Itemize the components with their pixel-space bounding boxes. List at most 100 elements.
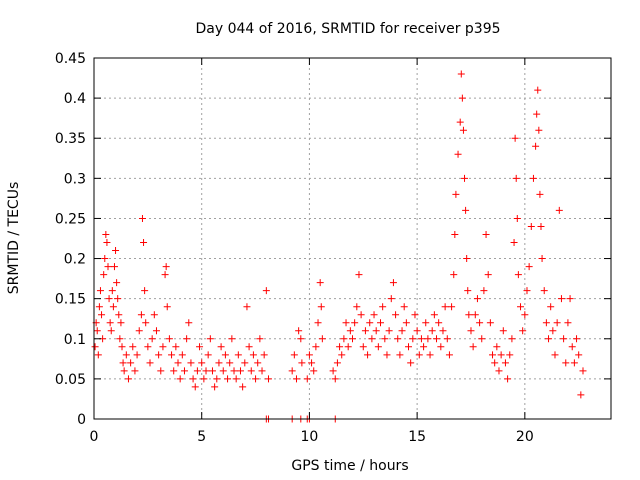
data-point — [196, 343, 204, 351]
data-point — [462, 206, 470, 214]
chart-title: Day 044 of 2016, SRMTID for receiver p39… — [195, 21, 500, 37]
data-point — [573, 335, 581, 343]
data-point — [497, 351, 505, 359]
y-axis-ticks: 0 0.05 0.1 0.15 0.2 0.25 0.3 0.35 0.4 0.45 — [55, 51, 611, 428]
data-point — [351, 319, 359, 327]
data-point — [189, 375, 197, 383]
data-point — [262, 287, 270, 295]
data-point — [211, 383, 219, 391]
data-point — [415, 351, 423, 359]
data-point — [131, 367, 139, 375]
data-point — [366, 319, 374, 327]
data-point — [527, 222, 535, 230]
y-tick-label: 0.15 — [55, 292, 86, 308]
data-point — [533, 110, 541, 118]
data-point — [254, 359, 262, 367]
data-point — [155, 351, 163, 359]
data-point — [457, 70, 465, 78]
data-point — [389, 279, 397, 287]
data-point — [398, 327, 406, 335]
data-point — [409, 335, 417, 343]
data-point — [374, 343, 382, 351]
data-point — [377, 319, 385, 327]
data-point — [117, 319, 125, 327]
data-point — [314, 319, 322, 327]
data-point — [170, 367, 178, 375]
data-point — [159, 343, 167, 351]
data-point — [290, 351, 298, 359]
data-point — [150, 311, 158, 319]
data-point — [570, 359, 578, 367]
data-point — [193, 367, 201, 375]
data-point — [115, 311, 123, 319]
data-point — [564, 319, 572, 327]
data-point — [340, 335, 348, 343]
data-point — [361, 327, 369, 335]
data-point — [469, 343, 477, 351]
data-point — [519, 327, 527, 335]
data-point — [94, 351, 102, 359]
data-point — [372, 327, 380, 335]
y-tick-label: 0.35 — [55, 131, 86, 147]
data-point — [208, 367, 216, 375]
data-point — [163, 303, 171, 311]
data-point — [113, 279, 121, 287]
data-point — [178, 351, 186, 359]
data-point — [230, 367, 238, 375]
data-point — [172, 343, 180, 351]
data-point — [185, 319, 193, 327]
data-point — [493, 343, 501, 351]
data-point — [104, 263, 112, 271]
data-point — [102, 230, 110, 238]
data-point — [478, 335, 486, 343]
y-tick-label: 0.1 — [64, 332, 86, 348]
y-tick-label: 0.25 — [55, 211, 86, 227]
data-point — [148, 335, 156, 343]
data-point — [568, 343, 576, 351]
data-point — [435, 319, 443, 327]
data-point — [152, 327, 160, 335]
data-point — [292, 375, 300, 383]
data-point — [424, 335, 432, 343]
data-point — [174, 359, 182, 367]
data-point — [331, 375, 339, 383]
data-point — [458, 94, 466, 102]
data-point — [575, 351, 583, 359]
data-point — [138, 214, 146, 222]
data-point — [288, 367, 296, 375]
data-point — [305, 351, 313, 359]
data-point — [545, 335, 553, 343]
data-point — [202, 367, 210, 375]
data-point — [542, 319, 550, 327]
grid — [94, 58, 611, 419]
data-point — [122, 351, 130, 359]
data-point — [491, 359, 499, 367]
data-point — [95, 303, 103, 311]
data-point — [100, 271, 108, 279]
y-tick-label: 0.45 — [55, 51, 86, 67]
data-point — [428, 327, 436, 335]
data-point — [357, 311, 365, 319]
data-point — [452, 190, 460, 198]
data-point — [234, 351, 242, 359]
x-tick-label: 20 — [516, 429, 534, 445]
data-point — [555, 206, 563, 214]
data-point — [495, 367, 503, 375]
data-point — [476, 319, 484, 327]
data-point — [118, 343, 126, 351]
data-point — [146, 359, 154, 367]
data-point — [344, 343, 352, 351]
data-point — [510, 239, 518, 247]
data-point — [109, 303, 117, 311]
data-point — [316, 279, 324, 287]
data-point — [338, 351, 346, 359]
y-axis-label: SRMTID / TECUs — [6, 182, 22, 295]
data-point — [161, 271, 169, 279]
data-point — [553, 319, 561, 327]
data-point — [562, 359, 570, 367]
data-point — [443, 335, 451, 343]
data-point — [540, 287, 548, 295]
data-point — [381, 335, 389, 343]
data-point — [236, 367, 244, 375]
